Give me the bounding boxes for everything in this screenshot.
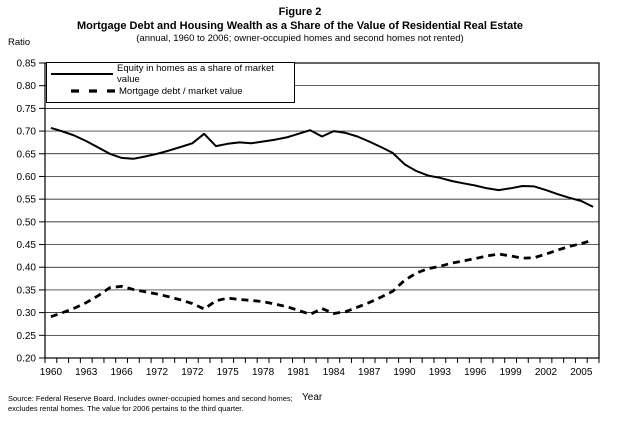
x-tick-label: 2002 (535, 367, 558, 378)
legend-label-mortgage: Mortgage debt / market value (119, 85, 243, 97)
x-axis-label: Year (302, 392, 323, 403)
y-tick-label: 0.85 (17, 59, 37, 70)
y-tick-label: 0.70 (17, 127, 37, 138)
source-note-line2: excludes rental homes. The value for 200… (8, 404, 244, 413)
legend-label-equity: Equity in homes as a share of market val… (117, 62, 274, 85)
x-tick-label: 1972 (146, 367, 169, 378)
chart-legend: Equity in homes as a share of market val… (46, 62, 295, 103)
y-tick-label: 0.80 (17, 81, 37, 92)
x-tick-label: 1987 (358, 367, 381, 378)
x-tick-label: 1960 (40, 367, 63, 378)
chart-subtitle: (annual, 1960 to 2006; owner-occupied ho… (136, 33, 464, 44)
equity-line (50, 126, 594, 208)
x-tick-label: 1996 (464, 367, 487, 378)
x-tick-label: 1999 (499, 367, 522, 378)
solid-line-sample-icon (47, 71, 117, 77)
y-tick-label: 0.35 (17, 285, 37, 296)
y-tick-label: 0.75 (17, 104, 37, 115)
y-tick-label: 0.40 (17, 263, 37, 274)
chart-title: Mortgage Debt and Housing Wealth as a Sh… (76, 20, 523, 32)
x-tick-label: 1966 (110, 367, 133, 378)
y-tick-label: 0.60 (17, 172, 37, 183)
y-axis-label: Ratio (8, 37, 31, 48)
legend-item-mortgage: Mortgage debt / market value (47, 83, 294, 99)
plot-frame (44, 62, 600, 359)
title-block: Figure 2 Mortgage Debt and Housing Wealt… (0, 6, 600, 45)
mortgage-debt-line (50, 238, 594, 319)
x-tick-label: 2005 (570, 367, 593, 378)
y-tick-label: 0.50 (17, 217, 37, 228)
y-tick-label: 0.20 (17, 354, 37, 365)
y-tick-label: 0.45 (17, 240, 37, 251)
legend-item-equity: Equity in homes as a share of market val… (47, 62, 294, 85)
y-tick-label: 0.30 (17, 308, 37, 319)
x-tick-label: 1984 (323, 367, 346, 378)
dashed-line-sample-icon (47, 88, 119, 94)
x-tick-label: 1972 (181, 367, 204, 378)
x-tick-label: 1993 (429, 367, 452, 378)
x-tick-label: 1990 (393, 367, 416, 378)
source-note-line1: Source: Federal Reserve Board. Includes … (8, 394, 293, 403)
x-tick-label: 1978 (252, 367, 275, 378)
y-tick-label: 0.55 (17, 195, 37, 206)
x-tick-label: 1975 (217, 367, 240, 378)
source-note: Source: Federal Reserve Board. Includes … (8, 394, 293, 414)
x-tick-label: 1981 (287, 367, 310, 378)
figure-number: Figure 2 (278, 6, 322, 18)
y-tick-label: 0.65 (17, 149, 37, 160)
x-tick-label: 1963 (75, 367, 98, 378)
y-tick-label: 0.25 (17, 331, 37, 342)
